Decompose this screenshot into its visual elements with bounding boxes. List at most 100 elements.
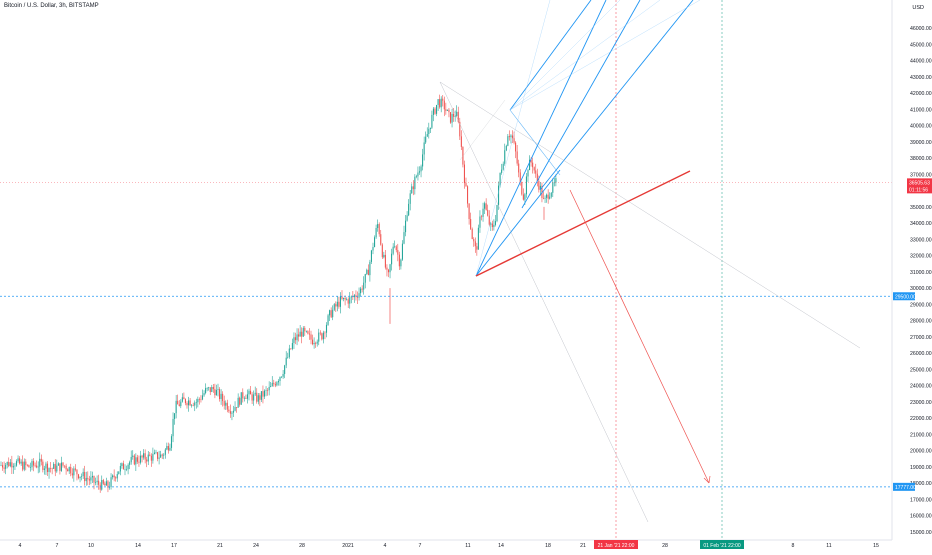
candle-body — [377, 224, 379, 228]
candle-body — [138, 461, 140, 463]
candle-body — [133, 455, 135, 465]
candle-body — [470, 219, 472, 229]
candle-body — [485, 203, 487, 210]
candle-body — [8, 462, 10, 467]
candle-body — [178, 404, 180, 407]
candle-body — [31, 461, 33, 468]
candle-body — [465, 183, 467, 187]
candle-body — [378, 224, 380, 235]
candle-body — [211, 386, 213, 392]
candle-body — [285, 357, 287, 366]
candle-body — [316, 341, 318, 344]
candle-body — [372, 246, 374, 251]
candle-body — [96, 480, 98, 483]
candle-body — [491, 223, 493, 228]
candle-body — [346, 299, 348, 300]
candle-body — [54, 463, 56, 472]
candle-body — [315, 343, 317, 344]
candle-body — [152, 453, 154, 461]
candle-body — [243, 397, 245, 399]
candle-body — [549, 196, 551, 199]
candle-body — [343, 297, 345, 299]
candle-body — [401, 243, 403, 260]
x-tick-label: 4 — [19, 543, 22, 549]
pitchfork-base-line — [475, 169, 561, 277]
candle-body — [397, 250, 399, 255]
candle-body — [95, 482, 97, 483]
candle-body — [361, 288, 363, 290]
drawings[interactable] — [0, 0, 892, 540]
candle-body — [160, 454, 162, 458]
candle-body — [384, 254, 386, 268]
trend-line — [459, 99, 506, 161]
candle-body — [488, 215, 490, 225]
candle-body — [499, 172, 501, 186]
candle-body — [122, 463, 124, 470]
candle-body — [254, 392, 256, 395]
candle-body — [0, 465, 2, 466]
candle-body — [463, 164, 465, 184]
candle-body — [448, 109, 450, 113]
candle-body — [239, 397, 241, 405]
candle-body — [516, 151, 518, 164]
candle-body — [468, 203, 470, 220]
candle-body — [73, 468, 75, 476]
candle-body — [505, 145, 507, 151]
candle-body — [77, 474, 80, 479]
candle-body — [17, 458, 19, 462]
candle-body — [412, 186, 414, 190]
candle-body — [206, 387, 208, 389]
candle-body — [79, 476, 81, 479]
candle-body — [349, 297, 351, 304]
candle-body — [400, 259, 402, 267]
candle-body — [87, 477, 89, 480]
candle-body — [223, 401, 225, 406]
candle-body — [527, 170, 529, 177]
candle-body — [231, 412, 233, 414]
candle-body — [363, 282, 365, 290]
candle-body — [553, 182, 555, 184]
candle-body — [42, 461, 44, 470]
price-axis-bg — [892, 0, 932, 550]
candle-body — [482, 208, 484, 217]
candle-body — [446, 109, 448, 111]
x-tick-label: 21 — [580, 543, 586, 549]
candle-body — [319, 332, 321, 334]
candle-body — [169, 447, 171, 451]
candle-body — [113, 475, 115, 478]
candle-body — [358, 293, 360, 298]
candle-body — [374, 237, 376, 247]
y-tick-label: 42000.00 — [910, 91, 932, 97]
candle-body — [256, 392, 258, 402]
candle-body — [101, 480, 103, 490]
candle-body — [318, 332, 320, 342]
candle-body — [405, 220, 407, 233]
candle-body — [555, 178, 557, 183]
time-axis[interactable]: 4710141721242820214711141821252848111521… — [0, 539, 892, 549]
candle-body — [39, 458, 41, 467]
fan-line — [475, 0, 551, 277]
price-axis[interactable]: USD 46000.00 45000.00 44000.00 43000.00 42000… — [891, 0, 932, 550]
symbol-title: Bitcoin / U.S. Dollar, 3h, BITSTAMP — [4, 3, 99, 9]
candle-body — [305, 331, 307, 332]
candle-body — [456, 111, 458, 116]
pitchfork-upper-line — [521, 0, 641, 209]
candle-body — [105, 481, 107, 486]
countdown-label: 01:11:56 — [909, 187, 928, 193]
candle-body — [158, 457, 160, 459]
y-tick-label: 28000.00 — [910, 319, 932, 325]
candle-body — [57, 463, 59, 466]
candle-body — [56, 465, 58, 472]
candle-body — [242, 392, 244, 399]
candle-body — [324, 332, 326, 334]
candle-body — [198, 399, 200, 400]
candle-body — [147, 454, 149, 462]
candle-body — [1, 465, 4, 468]
candles — [0, 94, 557, 493]
candle-body — [387, 269, 390, 273]
projection-arrow — [569, 189, 710, 484]
y-tick-label: 32000.00 — [910, 254, 932, 260]
time-marker-label: 01 Feb '21 22:00 — [703, 543, 741, 549]
